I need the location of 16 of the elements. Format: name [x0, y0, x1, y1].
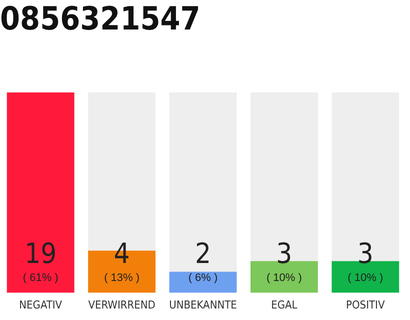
annotation: ( 10% ) [266, 272, 302, 284]
x-tick-label: POSITIV [346, 298, 385, 312]
annotation: ( 61% ) [22, 272, 58, 284]
data-label: 2 [194, 236, 212, 270]
annotation: ( 10% ) [348, 272, 384, 284]
annotation: ( 13% ) [104, 272, 140, 284]
x-tick-label: EGAL [271, 298, 298, 312]
bar [169, 272, 237, 293]
data-label: 19 [24, 236, 57, 270]
annotation: ( 6% ) [188, 272, 218, 284]
x-tick-label: NEGATIV [19, 298, 62, 312]
x-tick-label: UNBEKANNTE [169, 298, 237, 312]
x-tick-label: VERWIRREND [88, 298, 156, 312]
data-label: 3 [357, 236, 374, 270]
chart-title: 0856321547 [0, 0, 200, 38]
data-label: 3 [276, 236, 292, 270]
